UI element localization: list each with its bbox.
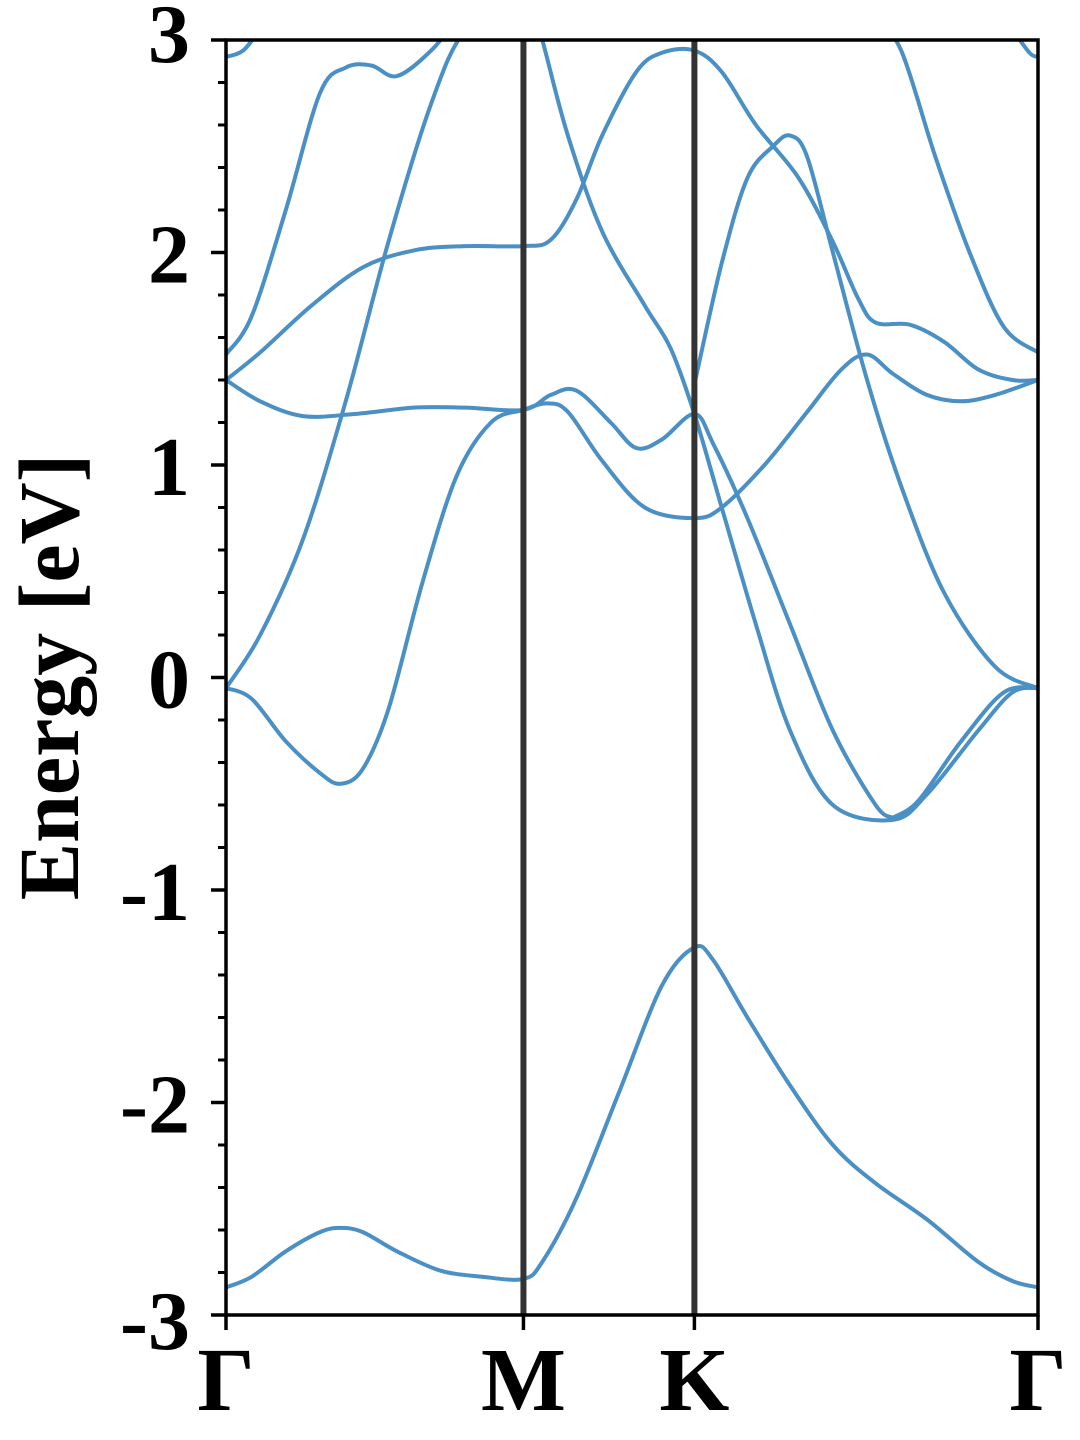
- y-axis-label: Energy [eV]: [1, 454, 97, 901]
- high-symmetry-dividers: [520, 40, 698, 1315]
- x-tick-label: Γ: [1009, 1331, 1066, 1430]
- y-tick-label: 3: [148, 0, 190, 81]
- plot-frame: [224, 38, 1040, 1317]
- band-line-7: [226, 46, 1038, 383]
- band-line-9: [692, 133, 1038, 691]
- y-axis: -3 -2 -1 0 1 2 3: [120, 0, 226, 1368]
- y-tick-label: 1: [148, 421, 190, 514]
- band-line-11: [226, 40, 255, 59]
- band-line-6: [890, 685, 1038, 820]
- y-tick-label: 2: [148, 209, 190, 302]
- x-tick-label: K: [659, 1331, 729, 1430]
- band-lines: [226, 40, 1038, 1290]
- y-tick-label: 0: [148, 634, 190, 727]
- y-tick-label: -3: [120, 1275, 190, 1368]
- band-line-8: [226, 40, 444, 357]
- band-line-3: [226, 40, 461, 691]
- band-line-10: [893, 40, 1038, 355]
- band-line-5: [226, 378, 895, 820]
- y-tick-label: -1: [120, 846, 190, 939]
- x-tick-label: Γ: [197, 1331, 254, 1430]
- band-line-1: [226, 943, 1038, 1290]
- x-tick-label: M: [481, 1331, 566, 1430]
- y-tick-label: -2: [120, 1059, 190, 1152]
- band-line-12: [1017, 40, 1038, 59]
- band-line-2: [226, 352, 1038, 786]
- band-line-4: [540, 40, 1038, 823]
